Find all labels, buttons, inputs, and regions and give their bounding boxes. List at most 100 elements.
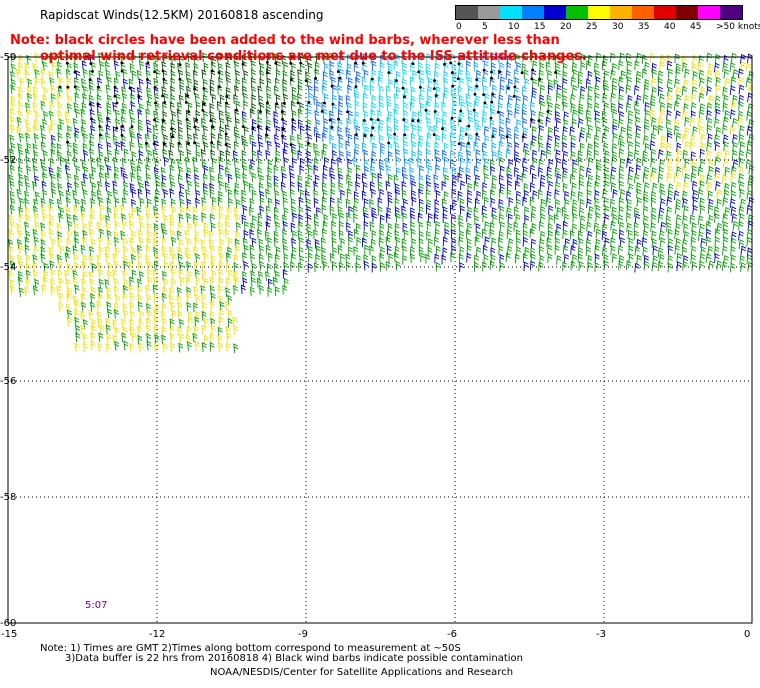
wind-barb (130, 86, 136, 97)
wind-barb (603, 102, 609, 112)
wind-barb (522, 229, 528, 240)
wind-barb (106, 102, 112, 113)
contamination-dot (184, 101, 188, 104)
wind-barb (242, 77, 247, 88)
wind-barb (290, 198, 296, 209)
wind-barb (532, 78, 538, 89)
wind-barb (426, 69, 432, 80)
contamination-circles (58, 61, 557, 147)
wind-barb (201, 69, 207, 80)
wind-barb (443, 191, 449, 201)
wind-barb (82, 132, 88, 143)
wind-barb (499, 110, 505, 121)
wind-barb (307, 174, 313, 185)
wind-barb (364, 244, 370, 255)
wind-barb (211, 196, 217, 207)
wind-barb (33, 212, 40, 223)
wind-barb (522, 157, 528, 168)
wind-barb (96, 94, 102, 105)
wind-barb (594, 62, 600, 73)
wind-barb (235, 78, 241, 89)
wind-barb (233, 343, 239, 354)
wind-barb (394, 245, 400, 256)
wind-barb (425, 63, 431, 73)
wind-barb (594, 190, 600, 200)
wind-barb (451, 180, 457, 191)
wind-barb (163, 156, 169, 167)
wind-barb (171, 236, 177, 247)
wind-barb (465, 167, 471, 177)
contamination-dot (395, 79, 398, 82)
wind-barb (356, 236, 362, 247)
wind-barb (554, 229, 560, 240)
wind-barb (115, 118, 121, 129)
wind-barb (657, 173, 664, 184)
wind-barb (620, 126, 626, 137)
wind-barb (435, 245, 441, 256)
wind-barb (459, 77, 465, 88)
wind-barb (738, 157, 745, 168)
wind-barb (418, 62, 423, 72)
wind-barb (523, 182, 529, 193)
wind-barb (642, 237, 648, 247)
wind-barb (9, 156, 15, 167)
wind-barb (657, 70, 664, 81)
wind-barb (467, 189, 473, 200)
wind-barb (234, 61, 240, 71)
wind-barb (657, 125, 664, 135)
wind-barb (42, 165, 48, 176)
wind-barb (162, 110, 168, 121)
wind-barb (115, 93, 121, 104)
wind-barb (618, 205, 624, 216)
wind-barb (746, 204, 753, 215)
longitude-tick-label: 0 (744, 629, 750, 640)
wind-barb (642, 68, 648, 79)
wind-barb (104, 156, 110, 167)
wind-barb (112, 101, 118, 112)
wind-barb (699, 253, 706, 264)
wind-barb (178, 261, 184, 272)
wind-barb (322, 173, 328, 183)
wind-barb (218, 268, 224, 279)
wind-barb (24, 244, 30, 255)
wind-barb (251, 237, 257, 248)
wind-barb (322, 143, 328, 153)
wind-barb (283, 61, 289, 72)
wind-barb (138, 271, 145, 281)
wind-barb (273, 237, 279, 247)
wind-barb (274, 102, 280, 113)
wind-barb (98, 150, 104, 161)
wind-barb (129, 237, 135, 248)
wind-barb (492, 126, 498, 137)
wind-barb (556, 255, 562, 265)
wind-barb (572, 109, 578, 119)
wind-barb (417, 212, 423, 223)
wind-barb (722, 158, 729, 168)
wind-barb (96, 300, 102, 311)
wind-barb (225, 71, 231, 81)
wind-barb (636, 182, 642, 192)
contamination-dot (337, 117, 340, 121)
wind-barb (219, 94, 225, 105)
wind-barb (457, 190, 463, 201)
contamination-dot (224, 132, 228, 136)
wind-barb (497, 102, 503, 113)
wind-barb (234, 276, 240, 287)
wind-barb (401, 166, 407, 177)
wind-barb (652, 255, 658, 265)
wind-barb (17, 92, 23, 103)
wind-barb (643, 254, 649, 265)
wind-barb (266, 263, 272, 273)
wind-barb (628, 237, 634, 248)
wind-barb (225, 287, 231, 297)
wind-barb (435, 116, 441, 127)
wind-barb (684, 127, 690, 138)
wind-barb (370, 109, 376, 120)
wind-barb (556, 172, 562, 183)
contamination-dot (193, 125, 197, 129)
wind-barb (26, 85, 33, 96)
wind-barb (371, 255, 377, 265)
wind-barb (129, 301, 135, 312)
wind-barb (625, 260, 632, 271)
wind-barb (347, 167, 353, 177)
